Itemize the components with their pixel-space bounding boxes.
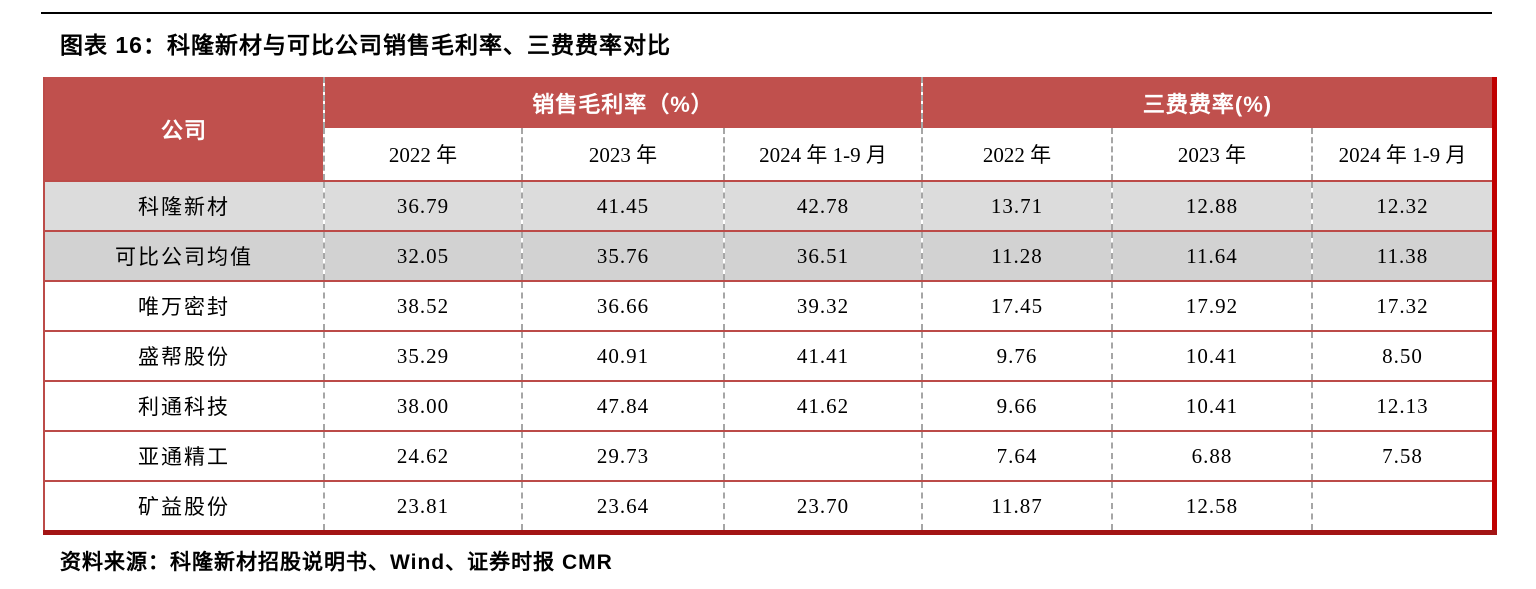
value-cell: 23.81 (323, 480, 522, 534)
value-cell: 6.88 (1111, 430, 1312, 481)
table-header-year: 2022 年 (921, 128, 1112, 181)
value-cell: 12.58 (1111, 480, 1312, 534)
value-cell: 23.64 (521, 480, 724, 534)
value-cell (1311, 480, 1495, 534)
table-year-header-row: 2022 年 2023 年 2024 年 1-9 月 2022 年 2023 年… (44, 128, 1495, 181)
value-cell: 38.52 (323, 280, 522, 331)
table-row: 科隆新材 36.79 41.45 42.78 13.71 12.88 12.32 (44, 180, 1495, 231)
value-cell: 29.73 (521, 430, 724, 481)
value-cell: 10.41 (1111, 380, 1312, 431)
table-row: 唯万密封 38.52 36.66 39.32 17.45 17.92 17.32 (44, 280, 1495, 331)
table-row: 可比公司均值 32.05 35.76 36.51 11.28 11.64 11.… (44, 230, 1495, 281)
table-header-gross-margin-group: 销售毛利率（%） (323, 77, 922, 128)
value-cell: 12.32 (1311, 180, 1495, 231)
value-cell: 12.13 (1311, 380, 1495, 431)
table-row: 利通科技 38.00 47.84 41.62 9.66 10.41 12.13 (44, 380, 1495, 431)
value-cell: 17.92 (1111, 280, 1312, 331)
value-cell: 41.62 (723, 380, 922, 431)
value-cell: 36.79 (323, 180, 522, 231)
value-cell: 8.50 (1311, 330, 1495, 381)
value-cell: 9.76 (921, 330, 1112, 381)
table-header-year: 2024 年 1-9 月 (1311, 128, 1495, 181)
value-cell: 12.88 (1111, 180, 1312, 231)
company-name-cell: 唯万密封 (44, 280, 324, 331)
value-cell: 11.64 (1111, 230, 1312, 281)
value-cell: 7.58 (1311, 430, 1495, 481)
table-group-header-row: 公司 销售毛利率（%） 三费费率(%) (44, 77, 1495, 181)
table-header-year: 2024 年 1-9 月 (723, 128, 922, 181)
value-cell: 41.41 (723, 330, 922, 381)
top-divider-rule (41, 12, 1492, 14)
value-cell: 24.62 (323, 430, 522, 481)
comparison-table: 公司 销售毛利率（%） 三费费率(%) 2022 年 2023 年 2024 年… (43, 77, 1497, 535)
value-cell (723, 430, 922, 481)
table-body: 科隆新材 36.79 41.45 42.78 13.71 12.88 12.32… (44, 180, 1495, 534)
table-row: 矿益股份 23.81 23.64 23.70 11.87 12.58 (44, 480, 1495, 534)
value-cell: 35.76 (521, 230, 724, 281)
value-cell: 36.66 (521, 280, 724, 331)
value-cell: 41.45 (521, 180, 724, 231)
value-cell: 17.45 (921, 280, 1112, 331)
table-header-year: 2023 年 (521, 128, 724, 181)
value-cell: 38.00 (323, 380, 522, 431)
value-cell: 9.66 (921, 380, 1112, 431)
table-row: 盛帮股份 35.29 40.91 41.41 9.76 10.41 8.50 (44, 330, 1495, 381)
value-cell: 35.29 (323, 330, 522, 381)
company-name-cell: 盛帮股份 (44, 330, 324, 381)
value-cell: 11.38 (1311, 230, 1495, 281)
company-name-cell: 矿益股份 (44, 480, 324, 534)
value-cell: 42.78 (723, 180, 922, 231)
figure-title: 图表 16：科隆新材与可比公司销售毛利率、三费费率对比 (60, 32, 671, 58)
value-cell: 47.84 (521, 380, 724, 431)
table-row: 亚通精工 24.62 29.73 7.64 6.88 7.58 (44, 430, 1495, 481)
value-cell: 7.64 (921, 430, 1112, 481)
value-cell: 32.05 (323, 230, 522, 281)
comparison-table-container: 公司 销售毛利率（%） 三费费率(%) 2022 年 2023 年 2024 年… (43, 77, 1497, 535)
value-cell: 11.28 (921, 230, 1112, 281)
value-cell: 39.32 (723, 280, 922, 331)
table-header-company: 公司 (44, 77, 324, 181)
company-name-cell: 亚通精工 (44, 430, 324, 481)
value-cell: 10.41 (1111, 330, 1312, 381)
value-cell: 11.87 (921, 480, 1112, 534)
value-cell: 13.71 (921, 180, 1112, 231)
value-cell: 23.70 (723, 480, 922, 534)
table-header-year: 2022 年 (323, 128, 522, 181)
company-name-cell: 利通科技 (44, 380, 324, 431)
table-header-expense-ratio-group: 三费费率(%) (921, 77, 1495, 128)
company-name-cell: 可比公司均值 (44, 230, 324, 281)
value-cell: 17.32 (1311, 280, 1495, 331)
table-header-year: 2023 年 (1111, 128, 1312, 181)
value-cell: 36.51 (723, 230, 922, 281)
company-name-cell: 科隆新材 (44, 180, 324, 231)
value-cell: 40.91 (521, 330, 724, 381)
source-note: 资料来源：科隆新材招股说明书、Wind、证券时报 CMR (60, 551, 613, 574)
